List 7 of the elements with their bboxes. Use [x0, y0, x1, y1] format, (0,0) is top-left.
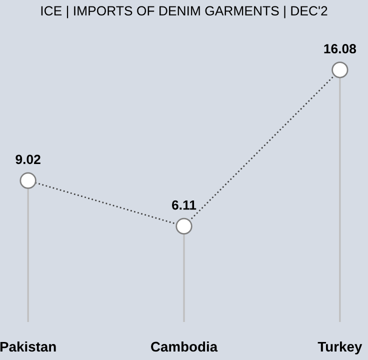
x-tick-label: Pakistan [0, 341, 56, 352]
x-tick-label: Cambodia [151, 341, 218, 352]
chart-title: ICE | IMPORTS OF DENIM GARMENTS | DEC'2 [41, 6, 328, 18]
x-tick-label: Turkey [318, 341, 362, 354]
data-label: 9.02 [16, 154, 40, 164]
data-label: 6.11 [172, 200, 196, 210]
data-label: 16.08 [324, 44, 356, 54]
